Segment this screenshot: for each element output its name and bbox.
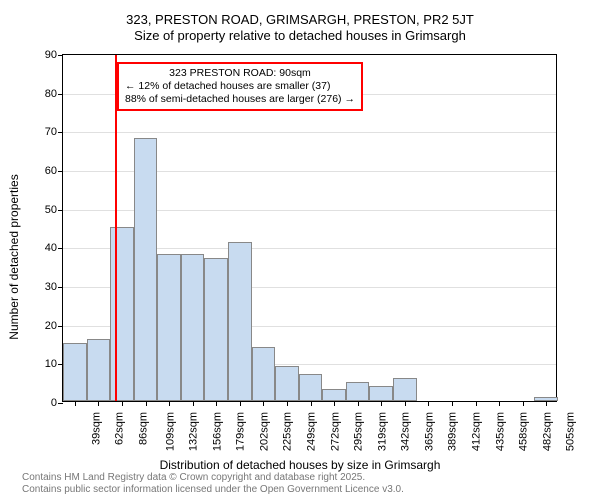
x-tick-mark bbox=[193, 401, 194, 406]
histogram-bar bbox=[110, 227, 134, 401]
y-tick-mark bbox=[58, 326, 63, 327]
x-tick-mark bbox=[216, 401, 217, 406]
x-tick-label: 365sqm bbox=[423, 412, 435, 451]
x-tick-label: 39sqm bbox=[90, 412, 102, 445]
x-tick-label: 482sqm bbox=[541, 412, 553, 451]
chart-title-line1: 323, PRESTON ROAD, GRIMSARGH, PRESTON, P… bbox=[10, 12, 590, 27]
x-tick-mark bbox=[405, 401, 406, 406]
histogram-bar bbox=[87, 339, 111, 401]
x-tick-label: 86sqm bbox=[137, 412, 149, 445]
histogram-bar bbox=[134, 138, 158, 401]
x-tick-label: 249sqm bbox=[305, 412, 317, 451]
x-tick-mark bbox=[169, 401, 170, 406]
histogram-bar bbox=[228, 242, 252, 401]
grid-line bbox=[63, 132, 556, 133]
x-tick-mark bbox=[98, 401, 99, 406]
y-axis-label: Number of detached properties bbox=[7, 174, 21, 339]
x-tick-mark bbox=[476, 401, 477, 406]
x-tick-mark bbox=[287, 401, 288, 406]
histogram-bar bbox=[369, 386, 393, 401]
x-tick-mark bbox=[311, 401, 312, 406]
histogram-bar bbox=[346, 382, 370, 401]
x-tick-mark bbox=[240, 401, 241, 406]
chart-title-line2: Size of property relative to detached ho… bbox=[10, 28, 590, 43]
x-tick-label: 389sqm bbox=[447, 412, 459, 451]
x-tick-label: 412sqm bbox=[470, 412, 482, 451]
y-tick-mark bbox=[58, 171, 63, 172]
x-tick-mark bbox=[263, 401, 264, 406]
x-tick-mark bbox=[546, 401, 547, 406]
x-tick-mark bbox=[358, 401, 359, 406]
footer-line1: Contains HM Land Registry data © Crown c… bbox=[22, 472, 404, 484]
x-tick-label: 295sqm bbox=[353, 412, 365, 451]
x-tick-mark bbox=[381, 401, 382, 406]
y-tick-mark bbox=[58, 132, 63, 133]
histogram-bar bbox=[252, 347, 276, 401]
histogram-bar bbox=[275, 366, 299, 401]
histogram-bar bbox=[63, 343, 87, 401]
x-tick-mark bbox=[452, 401, 453, 406]
x-tick-mark bbox=[523, 401, 524, 406]
x-tick-label: 202sqm bbox=[258, 412, 270, 451]
x-tick-label: 435sqm bbox=[494, 412, 506, 451]
annotation-line: ← 12% of detached houses are smaller (37… bbox=[125, 80, 355, 93]
histogram-bar bbox=[204, 258, 228, 401]
histogram-bar bbox=[299, 374, 323, 401]
y-tick-mark bbox=[58, 248, 63, 249]
x-tick-label: 132sqm bbox=[188, 412, 200, 451]
x-tick-label: 62sqm bbox=[114, 412, 126, 445]
y-tick-mark bbox=[58, 94, 63, 95]
chart-container: 323, PRESTON ROAD, GRIMSARGH, PRESTON, P… bbox=[0, 0, 600, 500]
x-tick-label: 179sqm bbox=[235, 412, 247, 451]
y-tick-mark bbox=[58, 287, 63, 288]
annotation-line: 88% of semi-detached houses are larger (… bbox=[125, 93, 355, 106]
x-tick-mark bbox=[146, 401, 147, 406]
x-tick-label: 319sqm bbox=[376, 412, 388, 451]
x-tick-label: 225sqm bbox=[282, 412, 294, 451]
plot-area: 010203040506070809039sqm62sqm86sqm109sqm… bbox=[62, 54, 557, 402]
y-tick-mark bbox=[58, 55, 63, 56]
footer-line2: Contains public sector information licen… bbox=[22, 484, 404, 496]
x-tick-label: 272sqm bbox=[329, 412, 341, 451]
y-tick-mark bbox=[58, 403, 63, 404]
x-tick-mark bbox=[428, 401, 429, 406]
x-tick-label: 458sqm bbox=[518, 412, 530, 451]
histogram-bar bbox=[181, 254, 205, 401]
x-tick-label: 109sqm bbox=[164, 412, 176, 451]
histogram-bar bbox=[322, 389, 346, 401]
x-tick-label: 505sqm bbox=[565, 412, 577, 451]
x-tick-mark bbox=[75, 401, 76, 406]
histogram-bar bbox=[393, 378, 417, 401]
y-tick-mark bbox=[58, 210, 63, 211]
x-tick-mark bbox=[122, 401, 123, 406]
x-tick-label: 342sqm bbox=[400, 412, 412, 451]
x-tick-mark bbox=[334, 401, 335, 406]
x-tick-label: 156sqm bbox=[211, 412, 223, 451]
x-axis-label: Distribution of detached houses by size … bbox=[160, 458, 441, 472]
footer-attribution: Contains HM Land Registry data © Crown c… bbox=[22, 472, 404, 496]
histogram-bar bbox=[157, 254, 181, 401]
annotation-line: 323 PRESTON ROAD: 90sqm bbox=[125, 67, 355, 80]
annotation-box: 323 PRESTON ROAD: 90sqm← 12% of detached… bbox=[117, 62, 363, 111]
x-tick-mark bbox=[499, 401, 500, 406]
